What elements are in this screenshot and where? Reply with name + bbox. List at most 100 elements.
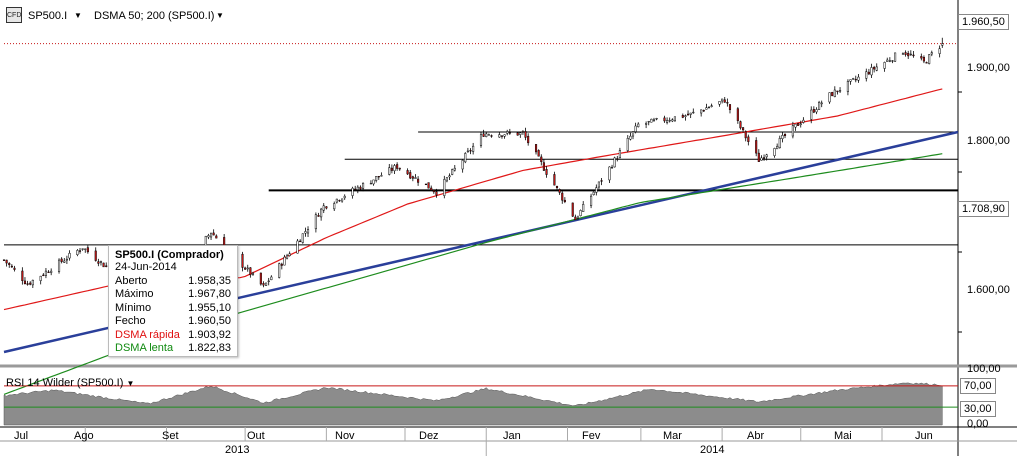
- candle-body: [39, 275, 42, 281]
- candle-body: [343, 195, 346, 199]
- candle-body: [207, 235, 210, 238]
- candle-body: [747, 136, 750, 142]
- tooltip-row-slow-ma: DSMA lenta 1.822,83: [115, 342, 231, 354]
- candle-body: [521, 131, 524, 133]
- candle-body: [553, 174, 556, 186]
- candle-body: [684, 115, 687, 117]
- candle-body: [655, 118, 658, 120]
- candle: [479, 131, 483, 148]
- candle: [375, 176, 378, 183]
- candle-body: [681, 115, 684, 118]
- candle: [5, 259, 8, 267]
- candle: [629, 132, 632, 141]
- candle: [886, 57, 889, 62]
- candle-body: [466, 150, 469, 153]
- candle: [941, 37, 944, 48]
- ohlc-tooltip: SP500.I (Comprador) 24-Jun-2014 Aberto 1.…: [108, 245, 238, 357]
- candle-body: [618, 150, 621, 159]
- candle: [209, 232, 213, 240]
- candle-body: [377, 175, 380, 178]
- candle-body: [865, 71, 868, 79]
- x-month-label: Fev: [582, 430, 601, 442]
- candle: [561, 191, 564, 204]
- candle-body: [812, 108, 815, 113]
- study-title[interactable]: DSMA 50; 200 (SP500.I): [94, 10, 215, 22]
- instrument-title[interactable]: SP500.I: [28, 10, 68, 22]
- candle: [304, 227, 307, 237]
- candle: [925, 61, 928, 64]
- candle: [487, 133, 490, 136]
- rsi-tick-label: 70,00: [960, 378, 996, 394]
- candle-body: [922, 57, 925, 62]
- candle: [922, 55, 925, 64]
- candle: [597, 181, 600, 190]
- candle-body: [280, 263, 283, 266]
- candle-body: [666, 120, 669, 123]
- candle-body: [396, 164, 399, 169]
- candle: [812, 106, 815, 114]
- candle: [857, 73, 860, 83]
- candle-body: [647, 120, 650, 123]
- candle-body: [325, 206, 328, 209]
- candle-body: [427, 182, 430, 189]
- x-month-label: Dez: [419, 430, 439, 442]
- cfd-badge-icon[interactable]: CFD: [6, 7, 22, 23]
- candle-body: [68, 252, 71, 259]
- candle: [42, 273, 45, 277]
- candle: [94, 247, 97, 262]
- candle: [791, 121, 794, 139]
- candle-body: [503, 134, 506, 137]
- candle: [286, 253, 289, 260]
- candle: [663, 115, 666, 123]
- candle-body: [390, 167, 393, 171]
- candle: [427, 182, 430, 189]
- candle: [553, 171, 556, 186]
- candle-body: [831, 92, 834, 97]
- candle-body: [524, 131, 527, 138]
- candle-body: [818, 102, 821, 110]
- candle: [616, 155, 619, 162]
- candle-body: [833, 89, 836, 97]
- candle-body: [482, 133, 485, 137]
- study-dropdown-icon[interactable]: ▼: [216, 11, 224, 20]
- candle: [241, 251, 244, 272]
- candle: [97, 258, 100, 267]
- candle: [634, 122, 637, 134]
- candle-body: [498, 134, 501, 138]
- candle-body: [852, 78, 855, 80]
- candle: [891, 59, 894, 64]
- candle: [773, 147, 776, 158]
- candle-body: [500, 135, 504, 137]
- candle: [453, 164, 456, 172]
- rsi-title[interactable]: RSI 14 Wilder (SP500.I) ▼: [6, 377, 135, 389]
- candle: [645, 121, 648, 129]
- candle: [818, 100, 821, 110]
- x-year-label: 2013: [225, 444, 250, 456]
- candle: [380, 172, 383, 177]
- candle-body: [464, 153, 467, 163]
- candle: [757, 149, 760, 162]
- candle-body: [105, 265, 108, 267]
- candle: [472, 142, 475, 155]
- candle: [343, 194, 346, 200]
- candle: [81, 248, 84, 251]
- candle: [406, 168, 409, 175]
- candle: [610, 164, 614, 169]
- candle: [883, 61, 886, 72]
- instrument-dropdown-icon[interactable]: ▼: [74, 11, 82, 20]
- candle: [26, 280, 29, 286]
- candle: [251, 271, 255, 276]
- candle: [29, 281, 32, 286]
- candle: [707, 106, 711, 109]
- candle: [519, 131, 522, 138]
- candle-body: [799, 123, 802, 126]
- candle: [836, 90, 839, 95]
- candle-body: [356, 186, 359, 190]
- candle-body: [409, 172, 412, 179]
- candle-body: [215, 235, 218, 239]
- candle-body: [57, 259, 61, 272]
- candle: [320, 207, 323, 221]
- candle-body: [259, 272, 262, 285]
- candle-body: [445, 177, 448, 182]
- candle-body: [31, 279, 34, 286]
